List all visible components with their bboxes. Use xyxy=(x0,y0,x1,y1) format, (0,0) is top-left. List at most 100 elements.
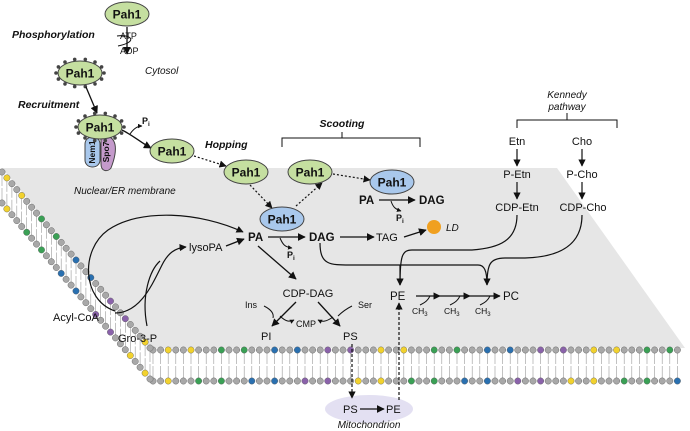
membrane-left-lower-leaflet xyxy=(0,188,154,383)
phosphate-dot xyxy=(99,77,104,81)
lipid-head xyxy=(210,346,218,354)
svg-text:Pah1: Pah1 xyxy=(113,8,142,22)
lipid-head xyxy=(13,217,21,225)
lipid-head xyxy=(52,233,60,240)
lipid-head xyxy=(52,264,60,271)
lipid-head xyxy=(102,322,110,330)
lipid-head xyxy=(210,377,218,385)
pa-label-center: PA xyxy=(248,232,263,244)
phosphate-dot xyxy=(76,131,81,135)
lipid-head xyxy=(377,377,385,385)
lipid-head xyxy=(195,346,203,354)
methyl-curve-2 xyxy=(449,295,461,306)
lipid-head xyxy=(126,321,134,328)
scooting-label: Scooting xyxy=(320,118,365,130)
pa-label-right: PA xyxy=(359,195,374,207)
lipid-head xyxy=(309,377,316,385)
nem1-spo7-complex: Nem1 Spo7 xyxy=(84,135,116,172)
lipid-head xyxy=(92,280,100,287)
dephosph-arrow xyxy=(121,129,152,149)
phosphate-dot xyxy=(103,111,108,116)
lipid-head xyxy=(157,346,165,354)
lipid-head xyxy=(658,346,666,354)
lipid-head xyxy=(126,352,134,359)
acyl-coa-label: Acyl-CoA xyxy=(53,312,100,324)
lipid-head xyxy=(195,377,203,385)
lipid-head xyxy=(415,377,423,385)
cdp-etn-to-pe xyxy=(396,214,518,286)
lipid-head xyxy=(598,346,605,354)
lipid-head xyxy=(3,205,11,213)
phosphate-dot xyxy=(76,119,81,123)
lipid-head xyxy=(28,234,35,242)
lipid-head xyxy=(514,346,522,354)
lipid-head xyxy=(476,377,484,385)
lipid-head xyxy=(67,250,75,258)
lipid-head xyxy=(271,346,278,354)
dag-label-right: DAG xyxy=(419,195,445,207)
atp-adp-curve xyxy=(116,35,132,47)
lipid-head xyxy=(430,377,438,385)
lipid-head xyxy=(179,377,187,385)
lipid-head xyxy=(347,346,354,354)
phosphate-dot xyxy=(72,57,77,62)
lipid-head xyxy=(172,377,180,385)
acyl-coa-to-pa xyxy=(87,214,244,312)
lipid-head xyxy=(362,377,370,385)
lipid-head xyxy=(628,346,636,354)
lipid-head xyxy=(506,377,514,385)
lipid-head xyxy=(407,377,415,385)
lipid-head xyxy=(400,377,408,385)
lipid-head xyxy=(643,346,651,354)
lipid-head xyxy=(613,346,620,354)
svg-text:Spo7: Spo7 xyxy=(101,141,111,162)
cmp-curve-left xyxy=(279,315,295,324)
atp-label: ATP xyxy=(120,31,137,41)
lipid-head xyxy=(309,346,316,354)
lipid-head xyxy=(483,346,491,354)
lipid-head xyxy=(423,377,430,385)
lysopa-to-pa xyxy=(225,237,245,247)
adp-label: ADP xyxy=(120,46,139,56)
ps-mito-label: PS xyxy=(343,404,358,416)
recruitment-label: Recruitment xyxy=(18,99,80,111)
hop-arrow-2 xyxy=(249,184,273,209)
lipid-head xyxy=(131,357,139,365)
pi-label-right: Pi xyxy=(396,213,404,225)
phosphate-dots xyxy=(74,111,126,143)
lipid-head xyxy=(33,240,40,248)
lipid-head xyxy=(529,346,537,354)
lipid-head xyxy=(217,377,225,385)
lipid-head xyxy=(522,377,529,385)
lipid-head xyxy=(461,377,468,385)
cdp-cho-label: CDP-Cho xyxy=(559,202,606,214)
lipid-head xyxy=(225,346,233,354)
phosphate-dot xyxy=(83,136,87,140)
lipid-head xyxy=(324,377,332,385)
lipid-head xyxy=(0,168,6,176)
lipid-head xyxy=(552,346,560,354)
lipid-head xyxy=(666,346,674,354)
lipid-head xyxy=(438,346,446,354)
lipid-head xyxy=(575,346,582,354)
lipid-head xyxy=(8,211,16,219)
lipid-head xyxy=(537,377,544,385)
lysopa-label: lysoPA xyxy=(189,242,223,254)
lipid-head xyxy=(643,377,651,385)
lipid-head xyxy=(146,344,154,352)
lipid-head xyxy=(121,315,129,323)
cmp-label: CMP xyxy=(296,319,316,329)
lipid-head xyxy=(590,346,598,354)
lipid-head xyxy=(293,377,301,385)
lipid-head xyxy=(605,377,613,385)
dag-to-pe-pc xyxy=(319,242,488,285)
lipid-head xyxy=(324,346,332,354)
membrane-plane xyxy=(0,168,685,385)
phosphate-dot xyxy=(54,71,58,75)
lipid-head xyxy=(164,377,172,385)
lipid-head xyxy=(628,377,636,385)
lipid-head xyxy=(453,377,461,385)
lipid-head xyxy=(28,203,35,211)
kennedy-label-2: pathway xyxy=(547,102,586,113)
lipid-head xyxy=(636,377,643,385)
